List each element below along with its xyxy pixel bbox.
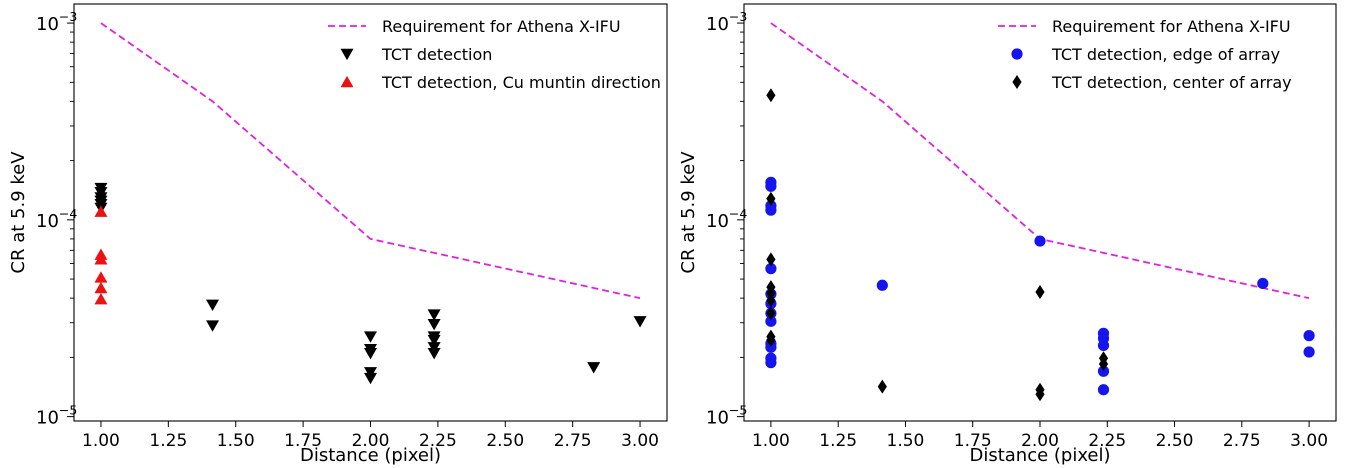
x-tick-label: 1.25	[149, 431, 187, 451]
data-point	[765, 180, 777, 192]
data-point	[766, 333, 776, 348]
data-point	[427, 348, 441, 360]
data-point	[94, 205, 108, 217]
x-tick-label: 1.75	[284, 431, 322, 451]
y-tick-label: 10−5	[36, 403, 77, 429]
data-point	[206, 299, 220, 311]
data-point	[94, 253, 108, 265]
legend-label: Requirement for Athena X-IFU	[1052, 17, 1291, 36]
x-tick-label: 2.50	[1156, 431, 1194, 451]
data-point	[877, 379, 887, 394]
data-point	[1303, 330, 1315, 342]
data-point	[206, 320, 220, 332]
x-tick-label: 2.50	[486, 431, 524, 451]
data-point	[427, 342, 441, 354]
y-minor-ticks	[740, 31, 744, 358]
data-point	[364, 372, 377, 385]
x-tick-label: 1.50	[217, 431, 255, 451]
y-tick-label: 10−4	[36, 206, 77, 232]
series-3	[766, 88, 1109, 402]
data-point	[94, 293, 108, 305]
data-point	[1035, 284, 1045, 299]
data-point	[765, 263, 777, 275]
data-point	[427, 334, 441, 347]
data-point	[766, 285, 776, 300]
x-tick-label: 2.75	[1223, 431, 1261, 451]
data-point	[1097, 339, 1110, 352]
legend-label: TCT detection, center of array	[1051, 73, 1292, 92]
x-tick-label: 2.00	[352, 431, 390, 451]
requirement-line	[770, 22, 1310, 300]
data-point	[364, 367, 377, 379]
legend-label: TCT detection	[381, 45, 492, 64]
data-point	[1034, 235, 1046, 247]
data-point	[765, 357, 777, 369]
plot-frame	[743, 3, 1337, 422]
legend: Requirement for Athena X-IFU TCT detectio…	[998, 17, 1292, 92]
x-tick-label: 1.00	[82, 431, 120, 451]
x-tick-label: 2.75	[554, 431, 592, 451]
data-point	[766, 191, 776, 206]
x-axis-label: Distance (pixel)	[969, 445, 1110, 466]
x-tick-label: 1.25	[819, 431, 857, 451]
legend-swatch	[1011, 48, 1023, 60]
series-2	[94, 182, 647, 385]
data-point	[1097, 365, 1110, 377]
y-axis-label: CR at 5.9 keV	[8, 151, 29, 274]
x-axis-label: Distance (pixel)	[300, 445, 441, 466]
legend-label: TCT detection, edge of array	[1051, 45, 1280, 64]
y-tick-label: 10−4	[706, 206, 747, 232]
data-point	[876, 279, 888, 291]
legend-label: Requirement for Athena X-IFU	[382, 17, 621, 36]
data-point	[633, 316, 647, 328]
x-tick-label: 2.25	[419, 431, 457, 451]
data-point	[765, 204, 777, 216]
data-point	[766, 88, 776, 103]
data-point	[766, 293, 776, 308]
x-tick-label: 2.25	[1088, 431, 1126, 451]
data-point	[1257, 277, 1269, 290]
legend-swatch	[1012, 75, 1022, 89]
data-point	[587, 362, 601, 374]
x-tick-label: 1.00	[752, 431, 790, 451]
series-1	[770, 22, 1310, 300]
chart-panel-1: 10−3 10−4 10−51.00 1.25 1.50 1.75 2.00 2.25 2.50…	[8, 3, 668, 466]
data-point	[364, 348, 377, 360]
data-point	[427, 318, 441, 331]
x-tick-label: 2.00	[1021, 431, 1059, 451]
x-tick-label: 1.50	[887, 431, 925, 451]
requirement-line	[100, 22, 641, 300]
y-tick-label: 10−3	[36, 9, 77, 35]
chart-panel-2: 10−3 10−4 10−51.00 1.25 1.50 1.75 2.00 2.25 2.50…	[678, 3, 1337, 466]
data-point	[1303, 346, 1315, 358]
data-point	[1035, 387, 1045, 402]
legend: Requirement for Athena X-IFU TCT detectio…	[328, 17, 661, 92]
data-point	[766, 252, 776, 267]
x-tick-label: 1.75	[954, 431, 992, 451]
data-point	[1098, 357, 1109, 372]
data-point	[765, 341, 777, 353]
legend-swatch	[340, 48, 354, 61]
x-tick-label: 3.00	[1290, 431, 1328, 451]
data-point	[766, 306, 776, 321]
data-point	[94, 281, 108, 294]
series-1	[100, 22, 641, 300]
data-point	[765, 315, 777, 327]
data-point	[1097, 384, 1110, 396]
y-tick-label: 10−5	[706, 403, 747, 429]
series-3	[94, 205, 108, 305]
data-point	[364, 331, 377, 343]
x-tick-label: 3.00	[621, 431, 659, 451]
data-point	[94, 271, 108, 283]
data-point	[427, 309, 441, 321]
y-axis-label: CR at 5.9 keV	[678, 151, 699, 274]
legend-swatch	[340, 75, 354, 88]
y-tick-label: 10−3	[706, 9, 747, 35]
y-minor-ticks	[70, 31, 74, 358]
legend-label: TCT detection, Cu muntin direction	[381, 73, 661, 92]
